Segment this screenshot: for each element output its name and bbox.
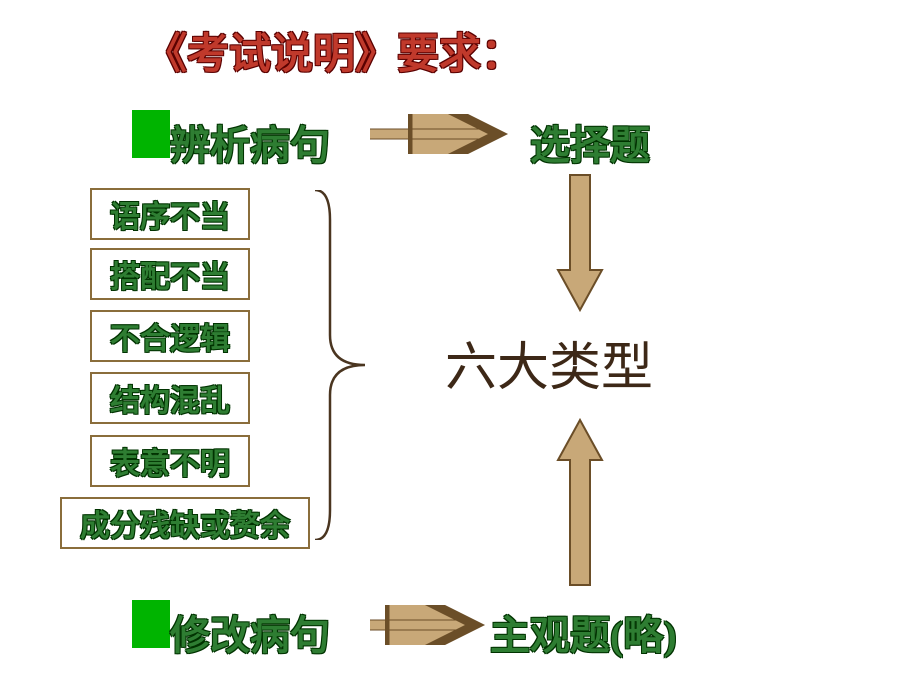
curly-brace <box>310 190 370 540</box>
list-item: 结构混乱 <box>90 372 250 424</box>
page-title: 《考试说明》要求： <box>145 20 523 81</box>
section1-label: 辨析病句 <box>170 113 330 171</box>
arrow-right-1 <box>365 114 515 154</box>
section2-result: 主观题(略) <box>490 603 677 661</box>
section2-label: 修改病句 <box>170 603 330 661</box>
list-item: 成分残缺或赘余 <box>60 497 310 549</box>
center-label: 六大类型 <box>445 325 653 400</box>
bullet-box-1 <box>132 110 170 158</box>
list-item: 语序不当 <box>90 188 250 240</box>
list-item: 表意不明 <box>90 435 250 487</box>
arrow-right-2 <box>365 605 495 645</box>
arrow-down <box>550 170 610 330</box>
section1-result: 选择题 <box>530 113 650 171</box>
list-item: 搭配不当 <box>90 248 250 300</box>
list-item: 不合逻辑 <box>90 310 250 362</box>
bullet-box-2 <box>132 600 170 648</box>
arrow-up <box>550 410 610 590</box>
